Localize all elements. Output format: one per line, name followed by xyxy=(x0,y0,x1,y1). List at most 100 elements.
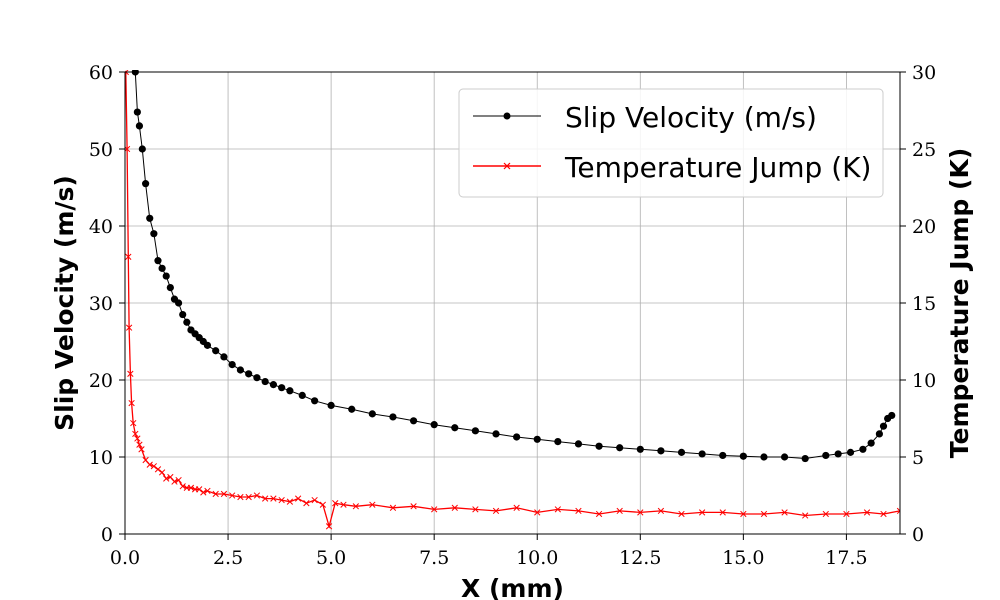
slip-velocity-point xyxy=(471,427,479,435)
temperature-jump-point xyxy=(204,487,211,495)
slip-velocity-point xyxy=(245,370,253,378)
y-tick-label: 20 xyxy=(89,370,113,392)
slip-velocity-point xyxy=(311,397,319,405)
legend-box xyxy=(458,88,884,198)
slip-velocity-point xyxy=(801,454,809,463)
temperature-jump-point xyxy=(270,495,277,502)
slip-velocity-point xyxy=(513,433,521,441)
temperature-jump-point xyxy=(863,509,871,516)
slip-velocity-point xyxy=(174,299,183,307)
y-tick-label: 10 xyxy=(89,447,113,469)
slip-velocity-point xyxy=(780,453,789,461)
slip-velocity-point xyxy=(698,450,706,458)
y-tick-label: 50 xyxy=(89,139,113,161)
legend-marker-slip-velocity xyxy=(503,112,511,120)
y2-tick-label: 10 xyxy=(912,370,936,392)
temperature-jump-point xyxy=(125,324,133,331)
slip-velocity-point xyxy=(554,438,562,446)
legend-label-slip-velocity: Slip Velocity (m/s) xyxy=(565,101,817,134)
slip-velocity-point xyxy=(677,448,686,456)
slip-velocity-point xyxy=(166,284,174,292)
temperature-jump-point xyxy=(410,503,417,510)
temperature-jump-point xyxy=(554,506,561,513)
temperature-jump-point xyxy=(616,507,623,515)
temperature-jump-point xyxy=(319,501,327,508)
temperature-jump-point xyxy=(146,461,153,468)
slip-velocity-point xyxy=(636,445,644,453)
temperature-jump-point xyxy=(760,510,768,518)
temperature-jump-point xyxy=(196,486,203,493)
slip-velocity-point xyxy=(133,108,141,116)
temperature-jump-point xyxy=(595,510,603,518)
temperature-jump-point xyxy=(163,475,170,482)
slip-velocity-point xyxy=(142,180,150,188)
temperature-jump-point xyxy=(136,441,143,448)
slip-velocity-point xyxy=(150,230,158,238)
slip-velocity-point xyxy=(179,310,187,319)
slip-velocity-point xyxy=(278,384,286,392)
slip-velocity-point xyxy=(760,453,768,461)
temperature-jump-point xyxy=(369,501,376,508)
y-tick-label: 0 xyxy=(101,524,113,546)
temperature-jump-point xyxy=(179,483,186,490)
y-axis-title-right: Temperature Jump (K) xyxy=(945,148,974,459)
temperature-jump-point xyxy=(534,509,541,516)
temperature-jump-point xyxy=(303,500,310,507)
slip-velocity-point xyxy=(212,347,220,355)
slip-velocity-point xyxy=(595,442,603,450)
y2-tick-label: 15 xyxy=(912,293,936,315)
y-tick-label: 30 xyxy=(89,293,113,315)
temperature-jump-point xyxy=(740,510,747,518)
temperature-jump-point xyxy=(200,489,207,496)
slip-velocity-point xyxy=(131,70,139,76)
temperature-jump-point xyxy=(175,476,182,484)
temperature-jump-point xyxy=(138,446,145,453)
slip-velocity-point xyxy=(616,444,624,452)
slip-velocity-point xyxy=(867,439,875,447)
slip-velocity-point xyxy=(533,435,541,443)
legend-marker-temperature-jump xyxy=(503,162,511,170)
temperature-jump-point xyxy=(253,492,261,499)
slip-velocity-point xyxy=(286,387,294,395)
slip-velocity-point xyxy=(228,361,236,369)
slip-velocity-point xyxy=(368,410,376,418)
series-layer xyxy=(125,70,900,530)
temperature-jump-point xyxy=(311,496,318,504)
slip-velocity-point xyxy=(657,447,665,455)
axis-ticks: 0.0 2.5 5.0 7.5 10.0 12.5 15.0 17.5010203040506… xyxy=(89,62,936,569)
slip-velocity-point xyxy=(154,257,162,265)
temperature-jump-point xyxy=(262,495,269,502)
slip-velocity-point xyxy=(451,424,459,432)
temperature-jump-point xyxy=(128,399,135,407)
temperature-jump-point xyxy=(245,493,252,501)
temperature-jump-point xyxy=(719,509,726,516)
slip-velocity-point xyxy=(203,341,212,349)
slip-velocity-point xyxy=(739,452,747,460)
temperature-jump-point xyxy=(220,490,228,498)
slip-velocity-point xyxy=(348,405,356,413)
x-tick-label: 5.0 xyxy=(316,547,346,569)
temperature-jump-point xyxy=(698,509,706,516)
slip-velocity-point xyxy=(389,413,397,421)
x-tick-label: 0.0 xyxy=(110,547,140,569)
temperature-jump-point xyxy=(896,507,900,515)
slip-velocity-point xyxy=(834,450,842,458)
temperature-jump-point xyxy=(229,492,236,499)
slip-velocity-point xyxy=(719,451,727,460)
x-tick-label: 15.0 xyxy=(722,547,764,569)
y2-tick-label: 30 xyxy=(912,62,936,84)
x-tick-label: 12.5 xyxy=(619,547,661,569)
temperature-jump-point xyxy=(880,510,887,518)
slip-velocity-point xyxy=(879,422,888,430)
temperature-jump-point xyxy=(352,503,360,510)
slip-velocity-point xyxy=(409,417,418,425)
y2-tick-label: 25 xyxy=(912,139,936,161)
slip-velocity-point xyxy=(269,381,278,389)
temperature-jump-point xyxy=(154,466,162,473)
x-tick-label: 17.5 xyxy=(825,547,867,569)
x-axis-title: X (mm) xyxy=(461,574,564,600)
temperature-jump-point xyxy=(158,469,166,476)
temperature-jump-point xyxy=(781,509,788,516)
temperature-jump-point xyxy=(150,463,158,470)
